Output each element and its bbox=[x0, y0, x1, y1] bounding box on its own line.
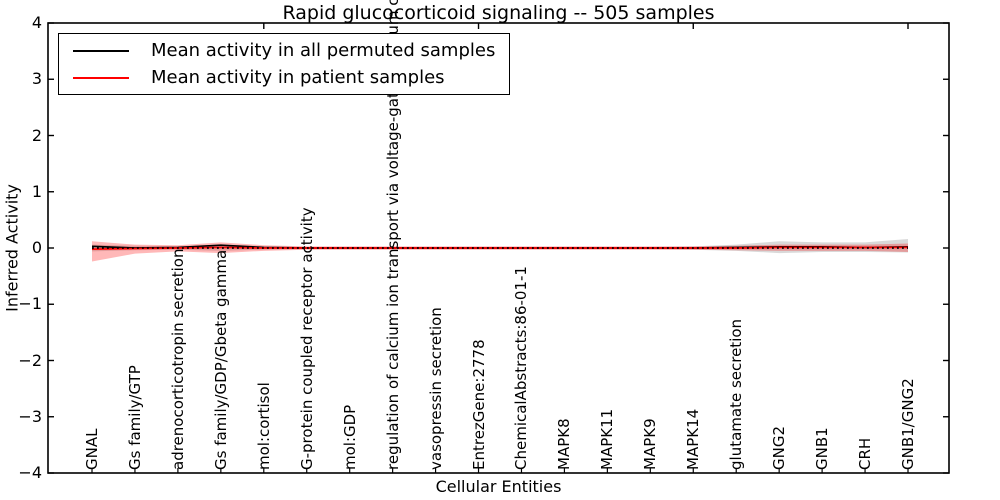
x-tick-label: MAPK11 bbox=[598, 408, 617, 470]
x-tick-label: CRH bbox=[856, 437, 875, 470]
x-tick-label: glutamate secretion bbox=[727, 318, 746, 470]
legend-label: Mean activity in all permuted samples bbox=[151, 40, 496, 61]
y-tick-label: −4 bbox=[18, 463, 42, 482]
x-tick-label: ChemicalAbstracts:86-01-1 bbox=[512, 266, 531, 470]
x-tick-label: GNG2 bbox=[770, 425, 789, 470]
y-tick-label: −1 bbox=[18, 294, 42, 314]
x-tick-label: G-protein coupled receptor activity bbox=[297, 207, 316, 470]
x-tick-label: mol:cortisol bbox=[254, 382, 273, 470]
legend-label: Mean activity in patient samples bbox=[151, 67, 445, 88]
x-tick-label: Gs family/GDP/Gbeta gamma bbox=[211, 249, 230, 470]
y-tick-label: −2 bbox=[18, 350, 42, 370]
x-tick-label: MAPK14 bbox=[684, 408, 703, 470]
x-tick-label: GNB1/GNG2 bbox=[899, 378, 917, 470]
y-tick-label: 3 bbox=[31, 69, 42, 89]
y-tick-label: −3 bbox=[18, 406, 42, 426]
y-tick-label: 4 bbox=[31, 13, 42, 32]
x-axis-label: Cellular Entities bbox=[435, 477, 562, 496]
x-tick-label: adrenocorticotropin secretion bbox=[168, 248, 187, 470]
y-tick-label: 0 bbox=[31, 238, 42, 257]
x-tick-label: MAPK9 bbox=[641, 418, 660, 470]
x-tick-label: vasopressin secretion bbox=[426, 307, 445, 470]
x-tick-label: GNB1 bbox=[813, 427, 832, 470]
patient-std-band bbox=[92, 241, 908, 262]
x-tick-label: Gs family/GTP bbox=[125, 365, 144, 470]
legend-line-sample-black bbox=[73, 49, 129, 52]
legend-item-permuted: Mean activity in all permuted samples bbox=[59, 40, 509, 61]
x-tick-label: MAPK8 bbox=[555, 418, 574, 470]
legend: Mean activity in all permuted samples Me… bbox=[58, 33, 510, 95]
y-tick-label: 1 bbox=[31, 181, 42, 201]
x-tick-label: EntrezGene:2778 bbox=[469, 339, 488, 470]
x-tick-label: mol:GDP bbox=[340, 404, 359, 470]
y-tick-label: 2 bbox=[31, 125, 42, 145]
legend-item-patient: Mean activity in patient samples bbox=[59, 67, 509, 88]
x-tick-label: GNAL bbox=[83, 428, 101, 470]
permuted-std-band bbox=[92, 239, 908, 254]
legend-line-sample-red bbox=[73, 76, 129, 79]
